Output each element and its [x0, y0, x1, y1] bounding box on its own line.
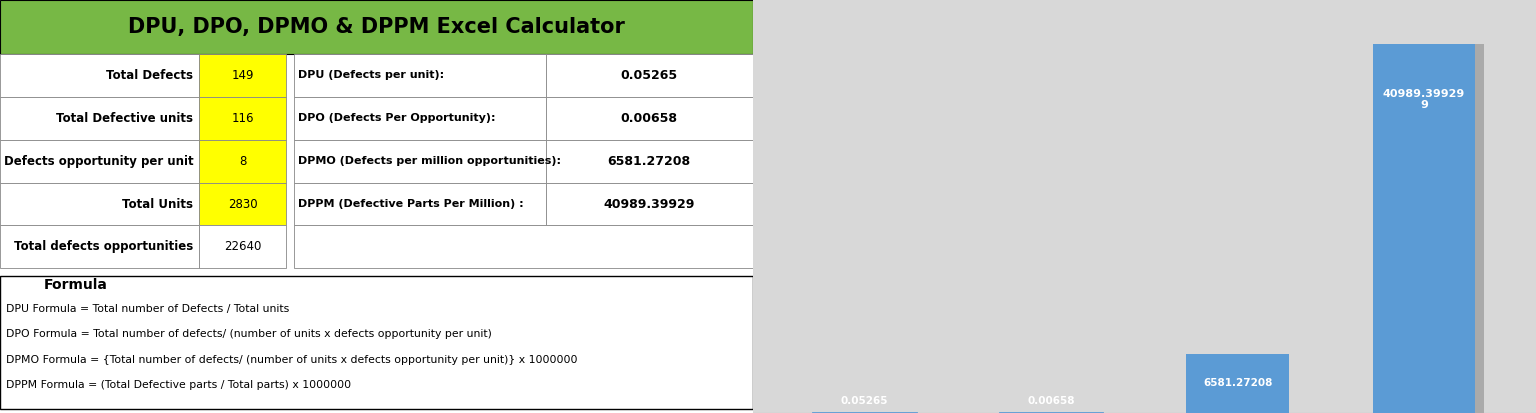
Text: 2830: 2830 — [227, 197, 258, 211]
Text: 6581.27208: 6581.27208 — [1203, 378, 1272, 388]
Text: DPO (Defects Per Opportunity):: DPO (Defects Per Opportunity): — [298, 113, 496, 123]
Text: Total Defective units: Total Defective units — [57, 112, 194, 125]
FancyBboxPatch shape — [293, 225, 753, 268]
Text: 0.05265: 0.05265 — [840, 396, 888, 406]
FancyBboxPatch shape — [0, 225, 200, 268]
Text: Defects opportunity per unit: Defects opportunity per unit — [3, 154, 194, 168]
FancyBboxPatch shape — [0, 276, 753, 409]
Text: DPU Formula = Total number of Defects / Total units: DPU Formula = Total number of Defects / … — [6, 304, 289, 313]
FancyBboxPatch shape — [0, 183, 200, 225]
Text: DPO Formula = Total number of defects/ (number of units x defects opportunity pe: DPO Formula = Total number of defects/ (… — [6, 329, 492, 339]
FancyBboxPatch shape — [0, 54, 200, 97]
FancyBboxPatch shape — [545, 183, 753, 225]
Text: 0.05265: 0.05265 — [621, 69, 677, 82]
FancyBboxPatch shape — [545, 97, 753, 140]
FancyBboxPatch shape — [0, 97, 200, 140]
Text: 149: 149 — [232, 69, 253, 82]
Text: 0.00658: 0.00658 — [621, 112, 677, 125]
FancyBboxPatch shape — [545, 54, 753, 97]
FancyBboxPatch shape — [293, 54, 545, 97]
Bar — [1373, 44, 1476, 413]
Text: Total Units: Total Units — [123, 197, 194, 211]
FancyBboxPatch shape — [293, 140, 545, 183]
Text: 40989.39929
9: 40989.39929 9 — [1382, 88, 1465, 110]
FancyBboxPatch shape — [293, 183, 545, 225]
Text: DPU (Defects per unit):: DPU (Defects per unit): — [298, 70, 444, 80]
Text: 0.00658: 0.00658 — [1028, 396, 1075, 406]
Text: DPPM Formula = (Total Defective parts / Total parts) x 1000000: DPPM Formula = (Total Defective parts / … — [6, 380, 352, 390]
Bar — [1186, 354, 1289, 413]
Text: 6581.27208: 6581.27208 — [608, 154, 691, 168]
Text: 116: 116 — [232, 112, 253, 125]
Text: Total defects opportunities: Total defects opportunities — [14, 240, 194, 254]
Text: 22640: 22640 — [224, 240, 261, 254]
FancyBboxPatch shape — [0, 0, 753, 54]
FancyBboxPatch shape — [200, 54, 286, 97]
Text: Formula: Formula — [43, 278, 108, 292]
FancyBboxPatch shape — [200, 183, 286, 225]
FancyBboxPatch shape — [200, 97, 286, 140]
FancyBboxPatch shape — [545, 140, 753, 183]
Bar — [1476, 44, 1484, 413]
Text: DPPM (Defective Parts Per Million) :: DPPM (Defective Parts Per Million) : — [298, 199, 524, 209]
FancyBboxPatch shape — [293, 97, 545, 140]
FancyBboxPatch shape — [200, 225, 286, 268]
Text: 40989.39929: 40989.39929 — [604, 197, 694, 211]
Text: Total Defects: Total Defects — [106, 69, 194, 82]
Text: DPU, DPO, DPMO & DPPM Excel Calculator: DPU, DPO, DPMO & DPPM Excel Calculator — [127, 17, 625, 37]
Text: DPMO (Defects per million opportunities):: DPMO (Defects per million opportunities)… — [298, 156, 561, 166]
FancyBboxPatch shape — [0, 140, 200, 183]
Text: DPMO Formula = {Total number of defects/ (number of units x defects opportunity : DPMO Formula = {Total number of defects/… — [6, 355, 578, 365]
Text: 8: 8 — [240, 154, 246, 168]
FancyBboxPatch shape — [200, 140, 286, 183]
